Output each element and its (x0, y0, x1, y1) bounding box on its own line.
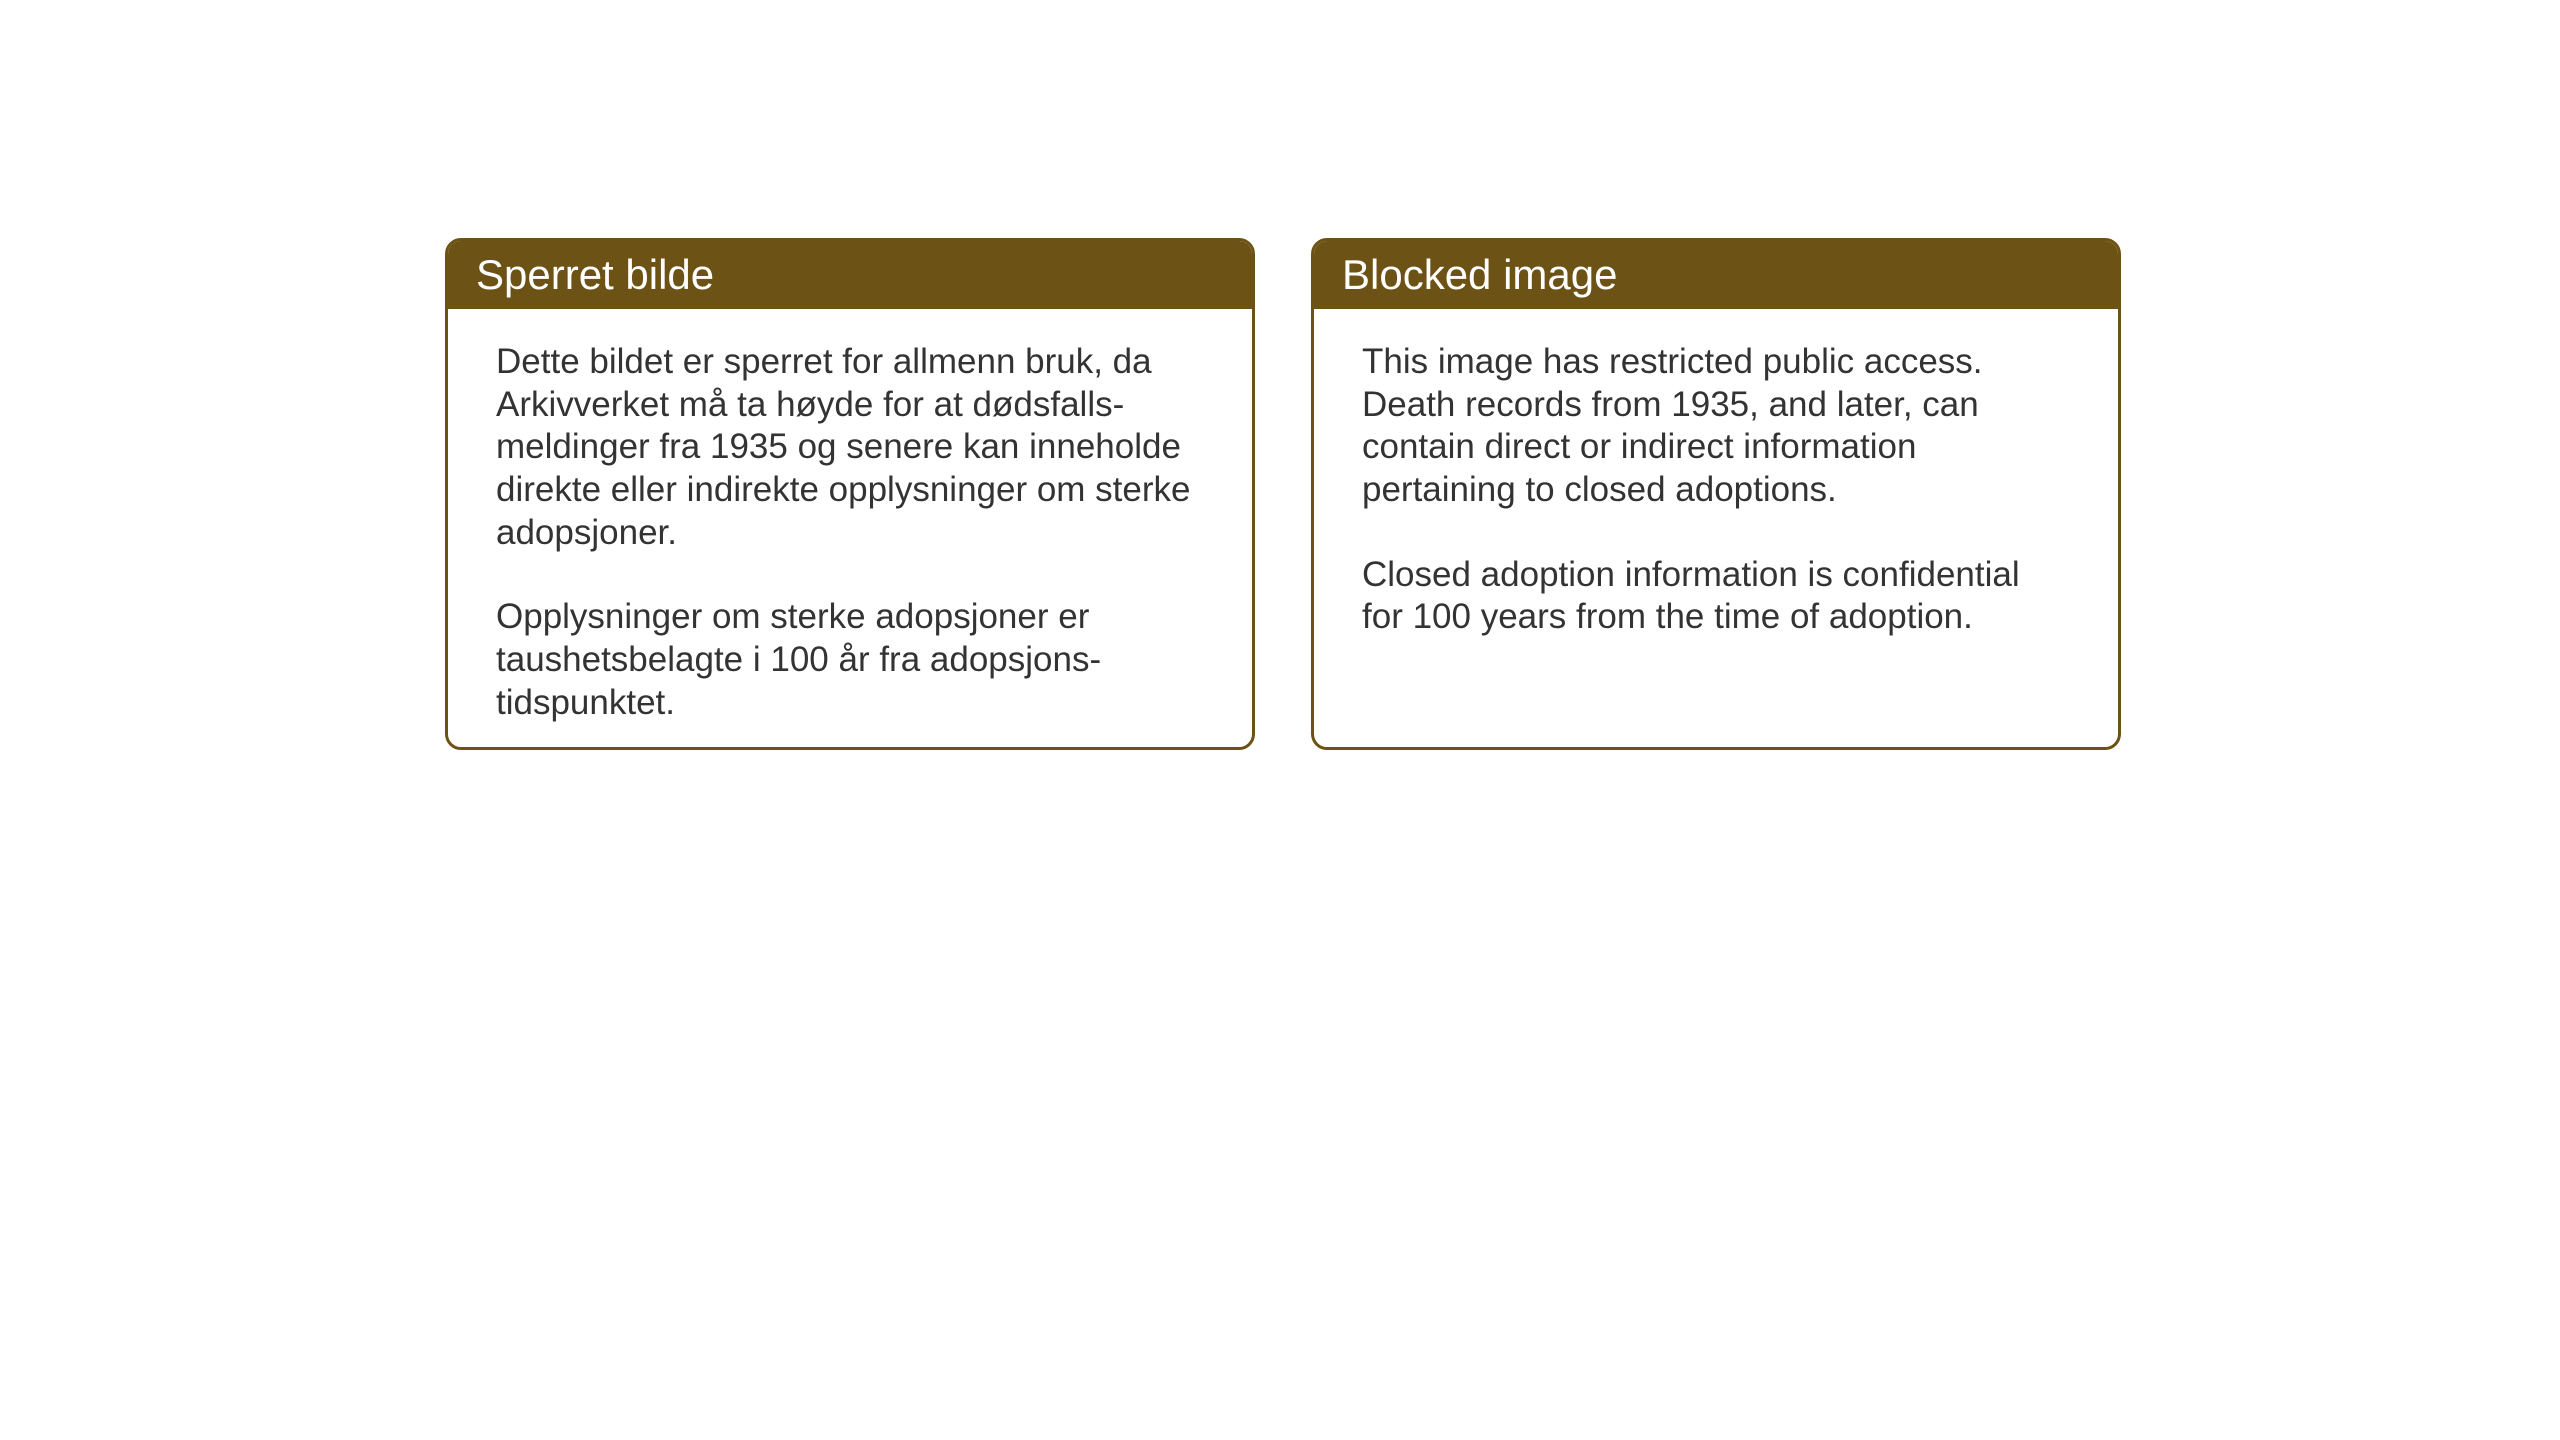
card-english-paragraph-2: Closed adoption information is confident… (1362, 554, 2070, 639)
card-norwegian-header: Sperret bilde (448, 241, 1252, 309)
card-english-body: This image has restricted public access.… (1314, 309, 2118, 671)
card-english-title: Blocked image (1342, 251, 1617, 298)
card-english: Blocked image This image has restricted … (1311, 238, 2121, 750)
card-norwegian-body: Dette bildet er sperret for allmenn bruk… (448, 309, 1252, 750)
card-norwegian-paragraph-1: Dette bildet er sperret for allmenn bruk… (496, 341, 1204, 554)
card-english-header: Blocked image (1314, 241, 2118, 309)
cards-container: Sperret bilde Dette bildet er sperret fo… (445, 238, 2121, 750)
card-norwegian-paragraph-2: Opplysninger om sterke adopsjoner er tau… (496, 596, 1204, 724)
card-norwegian-title: Sperret bilde (476, 251, 714, 298)
card-english-paragraph-1: This image has restricted public access.… (1362, 341, 2070, 512)
card-norwegian: Sperret bilde Dette bildet er sperret fo… (445, 238, 1255, 750)
